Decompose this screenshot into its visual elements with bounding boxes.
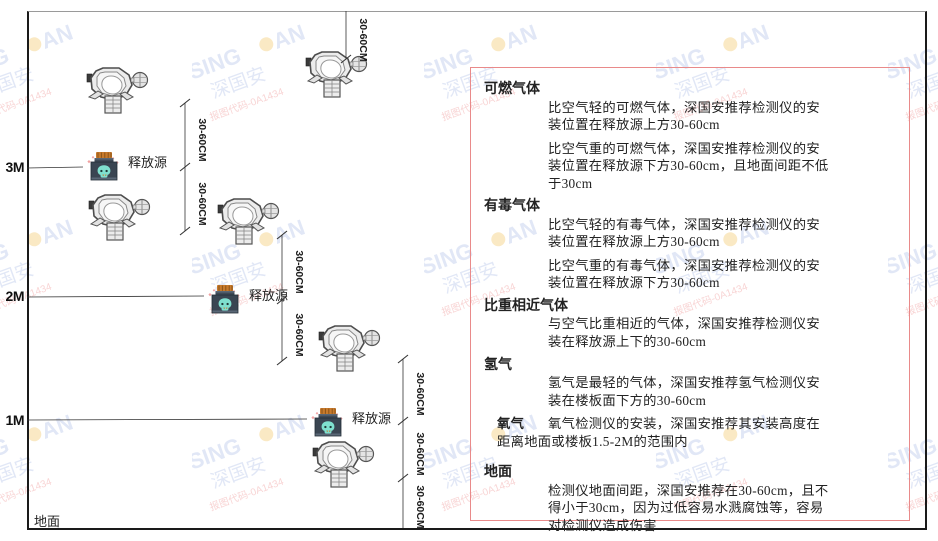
svg-text:30-60CM: 30-60CM xyxy=(196,182,208,225)
svg-text:30-60CM: 30-60CM xyxy=(293,313,305,356)
svg-text:释放源: 释放源 xyxy=(352,411,391,426)
svg-text:30-60CM: 30-60CM xyxy=(293,250,305,293)
svg-text:30-60CM: 30-60CM xyxy=(414,432,426,475)
svg-text:释放源: 释放源 xyxy=(128,155,167,170)
svg-text:30-60CM: 30-60CM xyxy=(357,18,369,61)
svg-text:30-60CM: 30-60CM xyxy=(414,485,426,528)
svg-text:30-60CM: 30-60CM xyxy=(414,372,426,415)
svg-text:30-60CM: 30-60CM xyxy=(196,118,208,161)
